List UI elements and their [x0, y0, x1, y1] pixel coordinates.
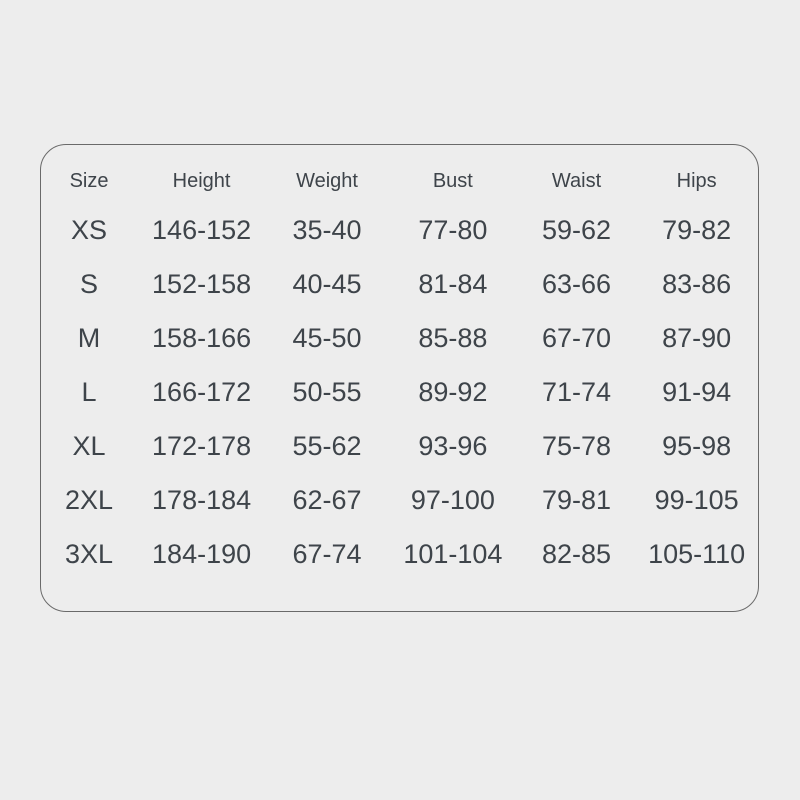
- size-label-cell: M: [77, 322, 101, 353]
- table-cell: 40-45: [292, 268, 362, 299]
- column-header: Hips: [676, 169, 717, 192]
- table-cell: 166-172: [152, 376, 252, 407]
- table-row: L 166-172 50-55 89-92 71-74 91-94: [41, 365, 758, 419]
- table-cell: 45-50: [292, 322, 362, 353]
- table-cell: 81-84: [418, 268, 488, 299]
- table-cell: 67-70: [542, 322, 612, 353]
- table-row: S 152-158 40-45 81-84 63-66 83-86: [41, 257, 758, 311]
- column-header: Height: [172, 169, 231, 192]
- size-table-body: XS 146-152 35-40 77-80 59-62 79-82 S 152-158 40-…: [41, 203, 758, 581]
- table-cell: 35-40: [292, 214, 362, 245]
- column-header: Size: [69, 169, 109, 192]
- table-row: 2XL 178-184 62-67 97-100 79-81 99-105: [41, 473, 758, 527]
- table-cell: 178-184: [152, 484, 252, 515]
- column-header: Bust: [432, 169, 473, 192]
- column-header: Waist: [551, 169, 602, 192]
- table-cell: 105-110: [648, 538, 746, 569]
- table-cell: 93-96: [418, 430, 488, 461]
- table-cell: 101-104: [403, 538, 503, 569]
- table-cell: 79-81: [542, 484, 612, 515]
- table-cell: 77-80: [418, 214, 488, 245]
- size-label-cell: 2XL: [65, 484, 114, 515]
- table-cell: 95-98: [662, 430, 732, 461]
- size-label-cell: XL: [72, 430, 106, 461]
- table-cell: 79-82: [662, 214, 732, 245]
- size-label-cell: S: [80, 268, 99, 299]
- table-cell: 75-78: [542, 430, 612, 461]
- table-row: M 158-166 45-50 85-88 67-70 87-90: [41, 311, 758, 365]
- size-label-cell: 3XL: [65, 538, 114, 569]
- table-cell: 152-158: [152, 268, 252, 299]
- size-chart-card: Size Height Weight Bust Waist Hips XS 146-152 3…: [40, 144, 759, 612]
- table-cell: 87-90: [662, 322, 732, 353]
- table-cell: 67-74: [292, 538, 362, 569]
- table-cell: 172-178: [152, 430, 252, 461]
- table-cell: 50-55: [292, 376, 362, 407]
- table-cell: 184-190: [152, 538, 252, 569]
- table-cell: 91-94: [662, 376, 732, 407]
- table-cell: 97-100: [410, 484, 495, 515]
- table-cell: 55-62: [292, 430, 362, 461]
- table-row: 3XL 184-190 67-74 101-104 82-85 105-110: [41, 527, 758, 581]
- table-row: XL 172-178 55-62 93-96 75-78 95-98: [41, 419, 758, 473]
- table-cell: 158-166: [152, 322, 252, 353]
- size-label-cell: XS: [71, 214, 108, 245]
- size-table: Size Height Weight Bust Waist Hips XS 146-152 3…: [41, 159, 758, 581]
- table-row: XS 146-152 35-40 77-80 59-62 79-82: [41, 203, 758, 257]
- column-header: Weight: [296, 169, 358, 192]
- table-cell: 89-92: [418, 376, 488, 407]
- size-table-head: Size Height Weight Bust Waist Hips: [41, 159, 758, 203]
- table-cell: 59-62: [542, 214, 612, 245]
- table-cell: 99-105: [654, 484, 739, 515]
- table-cell: 83-86: [662, 268, 732, 299]
- size-label-cell: L: [81, 376, 97, 407]
- table-cell: 82-85: [542, 538, 612, 569]
- table-cell: 63-66: [542, 268, 612, 299]
- table-cell: 62-67: [292, 484, 362, 515]
- table-cell: 146-152: [152, 214, 252, 245]
- table-cell: 71-74: [542, 376, 612, 407]
- table-cell: 85-88: [418, 322, 488, 353]
- size-table-head-row: Size Height Weight Bust Waist Hips: [41, 159, 758, 203]
